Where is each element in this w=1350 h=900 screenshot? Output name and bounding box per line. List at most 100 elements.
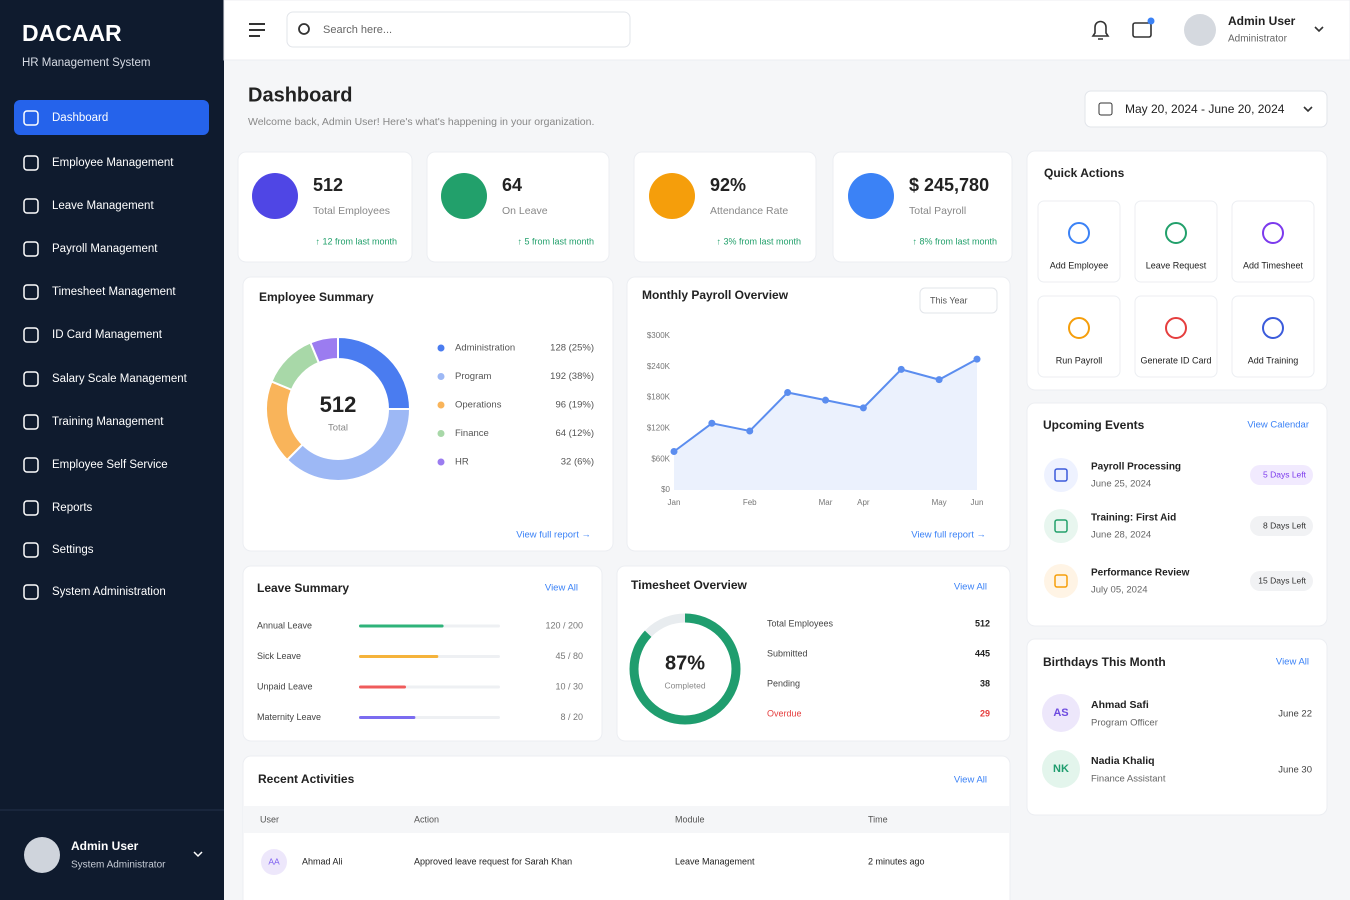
action-tile[interactable] [1037, 200, 1121, 283]
action-tile[interactable] [1037, 295, 1121, 378]
timesheet-label: Total Employees [767, 618, 834, 628]
link[interactable]: View All [954, 775, 987, 786]
bar [359, 655, 439, 658]
brand: DACAAR [22, 20, 122, 46]
area [674, 359, 977, 490]
event-date: June 25, 2024 [1091, 479, 1151, 490]
timesheet-value: 38 [980, 678, 990, 688]
action-icon [1165, 317, 1187, 339]
avatar [261, 849, 287, 875]
avatar-initials: AS [1053, 707, 1068, 719]
mail-dot [1147, 17, 1155, 25]
leave-type: Sick Leave [257, 651, 301, 661]
card-title: Employee Summary [259, 290, 374, 304]
cell: Leave Management [675, 856, 755, 866]
action-tile[interactable] [1231, 200, 1315, 283]
card-title: Leave Summary [257, 581, 349, 595]
leave-value: 10 / 30 [555, 681, 583, 691]
point [746, 427, 754, 435]
filter-label: This Year [930, 295, 968, 305]
timesheet-value: 29 [980, 708, 990, 718]
action-tile[interactable] [1231, 295, 1315, 378]
menu-icon [23, 457, 39, 473]
event-icon [1044, 509, 1078, 543]
badge-text: 5 Days Left [1263, 469, 1307, 479]
action-tile[interactable] [1134, 295, 1218, 378]
timesheet-value: 512 [975, 618, 990, 628]
page-subtitle: Welcome back, Admin User! Here's what's … [248, 116, 594, 128]
action-icon [1068, 317, 1090, 339]
link[interactable]: View full report → [911, 530, 986, 541]
menu-item[interactable]: Dashboard [52, 112, 108, 124]
event-date: June 28, 2024 [1091, 530, 1151, 541]
birthday-date: June 30 [1278, 765, 1312, 776]
event-glyph [1054, 519, 1068, 533]
x-tick-label: Apr [857, 498, 870, 507]
link[interactable]: View All [545, 583, 578, 594]
timesheet-label: Submitted [767, 648, 808, 658]
chevron[interactable] [1314, 26, 1324, 33]
card-title: Quick Actions [1044, 166, 1125, 180]
menu-icon [23, 198, 39, 214]
cell: Ahmad Ali [302, 856, 343, 866]
cell: Approved leave request for Sarah Khan [414, 856, 572, 866]
y-tick-label: $180K [647, 393, 671, 402]
point [784, 388, 792, 396]
leave-value: 8 / 20 [560, 712, 583, 722]
filter-select[interactable] [919, 287, 998, 314]
search-box[interactable] [286, 11, 631, 48]
legend-label: Program [455, 371, 492, 382]
menu-item[interactable]: Settings [52, 544, 94, 556]
link[interactable]: View full report → [516, 530, 591, 541]
event-title: Performance Review [1091, 568, 1190, 579]
event-glyph [1054, 468, 1068, 482]
point [708, 419, 716, 427]
menu-icon [23, 584, 39, 600]
sidebar [0, 0, 224, 900]
ring-value: 87% [665, 652, 705, 674]
bar [359, 685, 406, 689]
menu-item[interactable]: Employee Management [52, 157, 174, 169]
date-picker[interactable] [1084, 90, 1328, 128]
action-icon [1262, 222, 1284, 244]
menu-item[interactable]: Timesheet Management [52, 286, 176, 298]
stat-icon [649, 173, 695, 219]
bar [359, 624, 444, 628]
menu-item[interactable]: System Administration [52, 586, 166, 598]
link[interactable]: View All [1276, 657, 1309, 668]
y-tick-label: $120K [647, 424, 671, 433]
bell-icon[interactable] [1091, 20, 1110, 40]
menu-item[interactable]: Employee Self Service [52, 459, 168, 471]
card-title: Recent Activities [258, 772, 355, 786]
active-menu-bg [14, 100, 209, 135]
person-name: Ahmad Safi [1091, 699, 1149, 711]
search-icon [298, 23, 310, 35]
legend-label: Operations [455, 400, 502, 411]
menu-item[interactable]: Salary Scale Management [52, 373, 188, 385]
event-icon [1044, 564, 1078, 598]
mail-icon[interactable] [1132, 22, 1152, 38]
stat-icon [441, 173, 487, 219]
x-tick-label: Feb [743, 498, 757, 507]
person-role: Finance Assistant [1091, 774, 1166, 785]
legend-label: HR [455, 457, 469, 468]
link[interactable]: View Calendar [1247, 420, 1309, 431]
date-range: May 20, 2024 - June 20, 2024 [1125, 102, 1285, 116]
menu-item[interactable]: Leave Management [52, 200, 154, 212]
x-tick-label: May [932, 498, 947, 507]
menu-item[interactable]: ID Card Management [52, 329, 163, 341]
timesheet-value: 445 [975, 648, 990, 658]
action-tile[interactable] [1134, 200, 1218, 283]
timesheet-label: Pending [767, 678, 800, 688]
menu-item[interactable]: Payroll Management [52, 243, 158, 255]
legend-label: Administration [455, 343, 515, 354]
chevron[interactable] [193, 851, 203, 858]
menu-item[interactable]: Training Management [52, 416, 164, 428]
link[interactable]: View All [954, 582, 987, 593]
point [670, 448, 678, 455]
menu-toggle[interactable] [249, 23, 265, 37]
stat-icon [252, 173, 298, 219]
menu-item[interactable]: Reports [52, 502, 93, 514]
point [822, 396, 829, 404]
